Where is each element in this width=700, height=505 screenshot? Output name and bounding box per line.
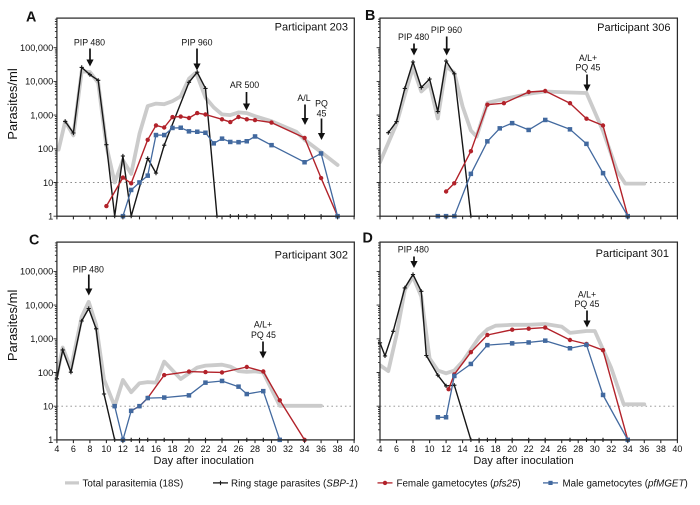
svg-text:45: 45 [317, 109, 327, 119]
svg-text:12: 12 [441, 444, 451, 454]
svg-text:30: 30 [590, 444, 600, 454]
svg-text:Ring stage parasites (SBP-1): Ring stage parasites (SBP-1) [231, 478, 358, 489]
svg-text:Male gametocytes (pfMGET): Male gametocytes (pfMGET) [563, 478, 688, 489]
svg-text:A: A [26, 10, 36, 26]
svg-text:PIP 960: PIP 960 [431, 25, 462, 35]
svg-text:34: 34 [300, 444, 310, 454]
svg-text:12: 12 [118, 444, 128, 454]
svg-text:16: 16 [474, 444, 484, 454]
svg-text:10: 10 [43, 178, 53, 188]
svg-text:10,000: 10,000 [25, 77, 53, 87]
svg-text:Participant 301: Participant 301 [596, 248, 669, 260]
svg-text:1,000: 1,000 [30, 334, 53, 344]
svg-text:18: 18 [491, 444, 501, 454]
svg-text:24: 24 [540, 444, 550, 454]
svg-text:22: 22 [524, 444, 534, 454]
svg-text:10: 10 [43, 402, 53, 412]
svg-text:10,000: 10,000 [25, 300, 53, 310]
svg-text:Parasites/ml: Parasites/ml [5, 290, 20, 362]
svg-text:36: 36 [639, 444, 649, 454]
svg-text:Parasites/ml: Parasites/ml [5, 68, 20, 140]
svg-text:100: 100 [38, 144, 53, 154]
svg-text:28: 28 [573, 444, 583, 454]
svg-text:PQ: PQ [315, 99, 328, 109]
svg-text:20: 20 [184, 444, 194, 454]
svg-text:4: 4 [377, 444, 382, 454]
svg-text:A/L+: A/L+ [254, 320, 272, 330]
svg-text:AR 500: AR 500 [230, 80, 259, 90]
svg-text:14: 14 [458, 444, 468, 454]
svg-text:Participant 302: Participant 302 [275, 250, 348, 262]
svg-text:100,000: 100,000 [20, 267, 53, 277]
svg-text:40: 40 [672, 444, 682, 454]
svg-text:Participant 203: Participant 203 [275, 22, 348, 34]
svg-text:10: 10 [101, 444, 111, 454]
svg-text:PIP 480: PIP 480 [398, 32, 429, 42]
svg-text:6: 6 [71, 444, 76, 454]
svg-text:PQ 45: PQ 45 [251, 330, 276, 340]
svg-text:PQ 45: PQ 45 [576, 63, 601, 73]
svg-text:PIP 480: PIP 480 [73, 265, 104, 275]
svg-text:6: 6 [394, 444, 399, 454]
svg-text:32: 32 [283, 444, 293, 454]
svg-text:26: 26 [557, 444, 567, 454]
svg-text:18: 18 [167, 444, 177, 454]
svg-text:8: 8 [87, 444, 92, 454]
svg-text:26: 26 [234, 444, 244, 454]
svg-text:22: 22 [200, 444, 210, 454]
svg-text:PIP 480: PIP 480 [74, 38, 105, 48]
svg-text:32: 32 [606, 444, 616, 454]
svg-text:Total parasitemia (18S): Total parasitemia (18S) [83, 478, 184, 489]
svg-text:D: D [363, 230, 373, 246]
svg-text:A/L: A/L [297, 93, 310, 103]
svg-text:1,000: 1,000 [30, 110, 53, 120]
svg-text:PQ 45: PQ 45 [575, 299, 600, 309]
svg-text:1: 1 [48, 435, 53, 445]
svg-text:16: 16 [151, 444, 161, 454]
svg-text:34: 34 [623, 444, 633, 454]
svg-text:10: 10 [425, 444, 435, 454]
svg-text:C: C [29, 232, 39, 248]
svg-text:14: 14 [134, 444, 144, 454]
svg-text:28: 28 [250, 444, 260, 454]
svg-text:38: 38 [333, 444, 343, 454]
svg-text:Day after inoculation: Day after inoculation [473, 455, 573, 467]
svg-text:B: B [365, 8, 375, 24]
svg-text:1: 1 [48, 212, 53, 222]
svg-text:A/L+: A/L+ [578, 290, 596, 300]
svg-text:20: 20 [507, 444, 517, 454]
svg-text:4: 4 [54, 444, 59, 454]
svg-text:PIP 480: PIP 480 [398, 244, 429, 254]
svg-text:A/L+: A/L+ [579, 53, 597, 63]
svg-text:100: 100 [38, 368, 53, 378]
svg-text:Day after inoculation: Day after inoculation [154, 455, 254, 467]
svg-text:38: 38 [656, 444, 666, 454]
svg-text:8: 8 [411, 444, 416, 454]
svg-text:100,000: 100,000 [20, 43, 53, 53]
svg-text:40: 40 [349, 444, 359, 454]
svg-text:36: 36 [316, 444, 326, 454]
svg-text:PIP 960: PIP 960 [181, 38, 212, 48]
svg-text:30: 30 [267, 444, 277, 454]
svg-text:Female gametocytes (pfs25): Female gametocytes (pfs25) [397, 478, 521, 489]
svg-text:24: 24 [217, 444, 227, 454]
svg-text:Participant 306: Participant 306 [597, 22, 670, 34]
